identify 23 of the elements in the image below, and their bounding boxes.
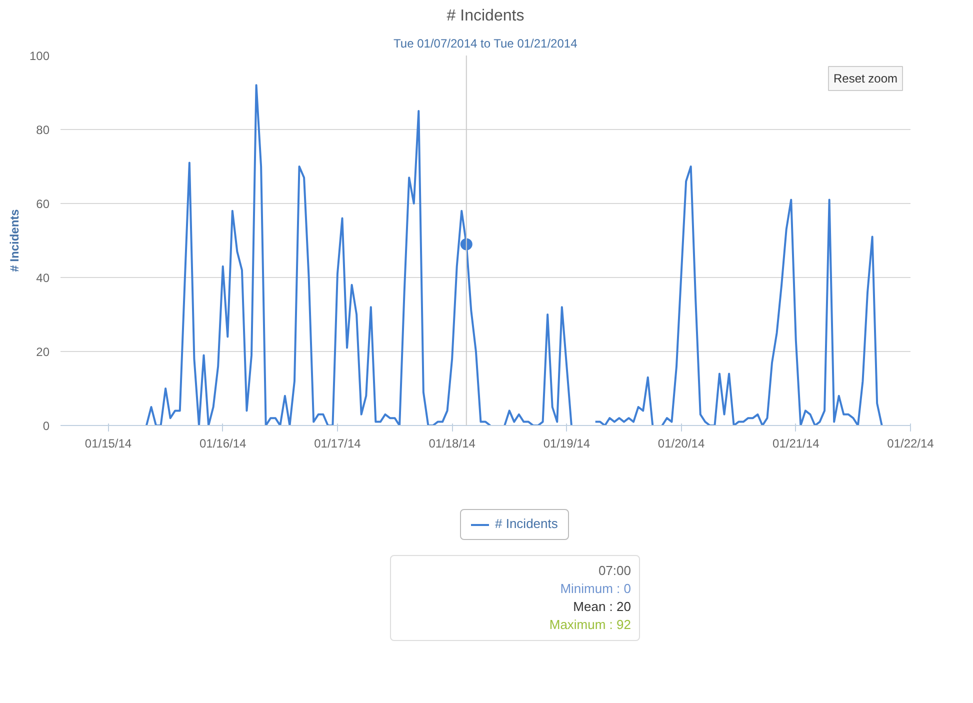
text: 07:00 <box>597 562 631 580</box>
x-tick-label: 01/20/14 <box>658 436 705 450</box>
y-tick-label: 80 <box>36 123 50 137</box>
y-tick-label: 60 <box>36 197 50 211</box>
text: Maximum : 92 <box>548 616 631 634</box>
x-tick-label: 01/21/14 <box>772 436 820 450</box>
legend-label: # Incidents <box>495 516 558 531</box>
chart-title: # Incidents <box>446 8 524 24</box>
annotation: Reset zoom <box>833 72 898 86</box>
x-tick-label: 01/17/14 <box>314 436 362 450</box>
y-tick-label: 20 <box>36 345 50 359</box>
x-tick-label: 01/15/14 <box>84 436 132 450</box>
y-axis-title: # Incidents <box>7 208 22 272</box>
x-tick-label: 01/18/14 <box>428 436 476 450</box>
y-tick-label: 0 <box>42 419 50 433</box>
chart-subtitle: Tue 01/07/2014 to Tue 01/21/2014 <box>394 36 578 50</box>
y-tick-label: 100 <box>29 49 50 63</box>
x-tick-label: 01/22/14 <box>887 436 934 450</box>
text: Mean : 20 <box>572 598 631 616</box>
x-tick-label: 01/19/14 <box>543 436 590 450</box>
x-tick-label: 01/16/14 <box>200 436 247 450</box>
text: Minimum : 0 <box>559 580 631 598</box>
y-tick-label: 40 <box>36 271 50 285</box>
